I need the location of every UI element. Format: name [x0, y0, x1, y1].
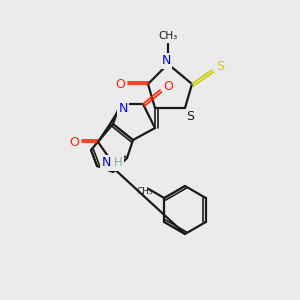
Text: S: S	[216, 61, 224, 74]
Text: CH₃: CH₃	[158, 31, 178, 41]
Text: O: O	[69, 136, 79, 148]
Text: O: O	[163, 80, 173, 94]
Text: N: N	[161, 55, 171, 68]
Text: N: N	[101, 157, 111, 169]
Text: CH₃: CH₃	[136, 187, 153, 196]
Text: H: H	[114, 157, 122, 169]
Text: S: S	[186, 110, 194, 124]
Text: N: N	[118, 103, 128, 116]
Text: O: O	[115, 77, 125, 91]
